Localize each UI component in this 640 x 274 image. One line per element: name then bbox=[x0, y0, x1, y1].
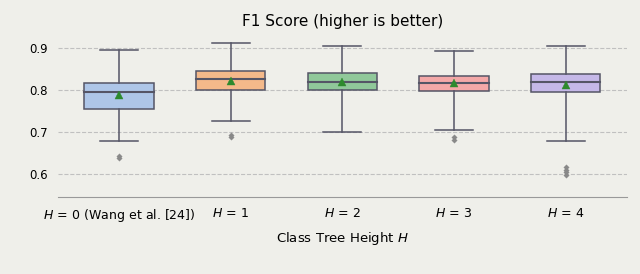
Bar bbox=[531, 74, 600, 92]
Title: F1 Score (higher is better): F1 Score (higher is better) bbox=[242, 14, 443, 29]
Bar bbox=[419, 76, 489, 91]
X-axis label: Class Tree Height $\mathit{H}$: Class Tree Height $\mathit{H}$ bbox=[276, 230, 409, 247]
Bar bbox=[196, 71, 266, 90]
Bar bbox=[308, 73, 377, 90]
Bar bbox=[84, 84, 154, 109]
